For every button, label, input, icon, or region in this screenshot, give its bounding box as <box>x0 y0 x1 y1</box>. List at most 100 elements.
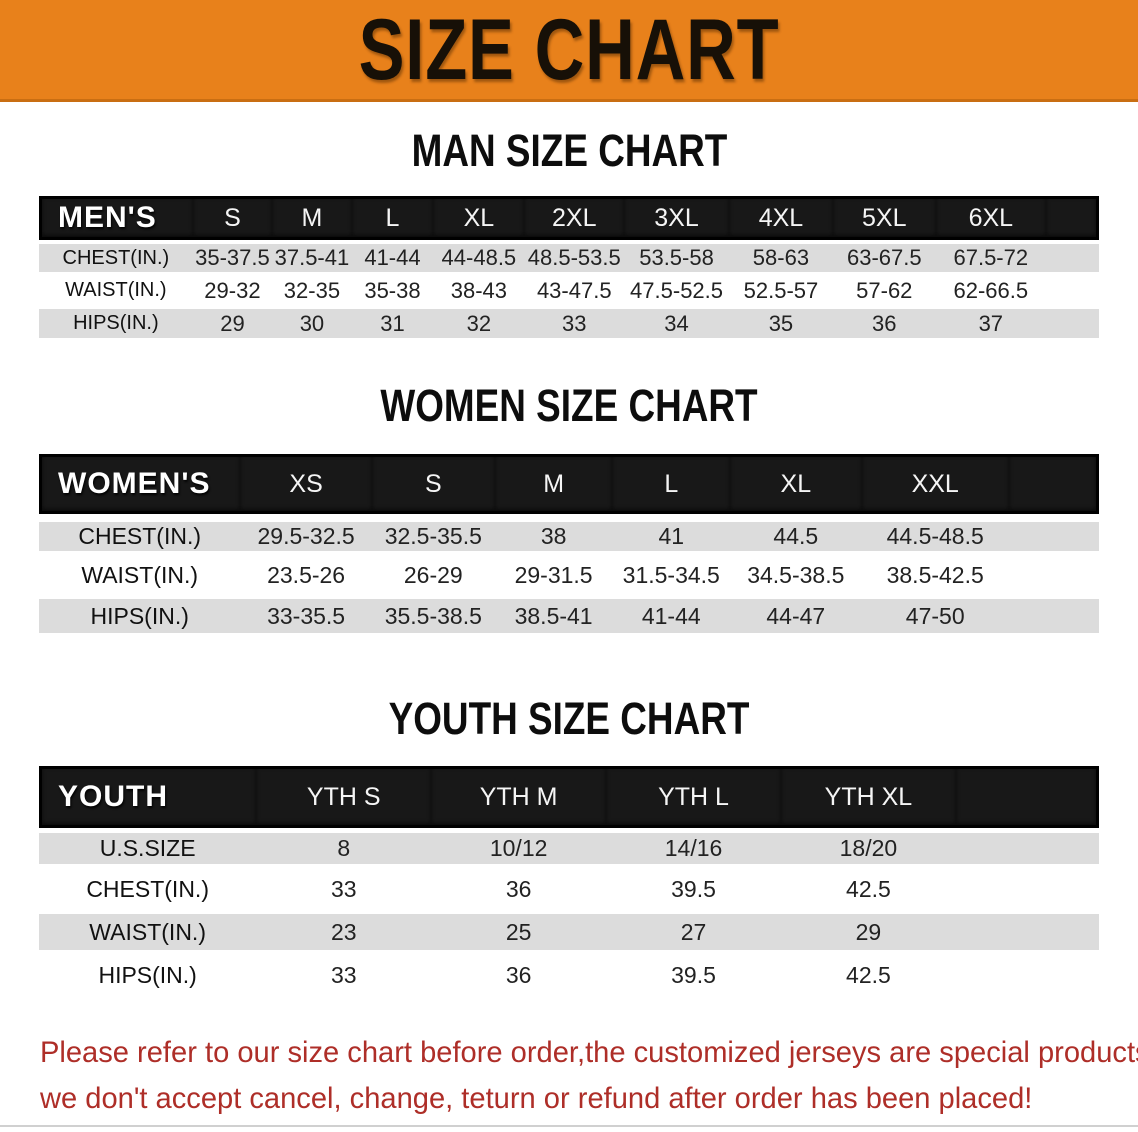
header-row: WOMEN'S XS S M L XL XXL <box>39 454 1099 514</box>
measurement-value: 23 <box>256 914 432 957</box>
measurement-row: CHEST(IN.) 29.5-32.5 32.5-35.5 38 41 44.5 44.5… <box>39 514 1099 558</box>
man-chart-title: MAN SIZE CHART <box>0 125 1138 177</box>
measurement-row: HIPS(IN.) 33-35.5 35.5-38.5 38.5-41 41-44 44-… <box>39 599 1099 640</box>
measurement-value: 14/16 <box>606 828 781 871</box>
measurement-value: 29 <box>192 309 273 342</box>
row-label: U.S.SIZE <box>39 828 257 871</box>
row-spacer <box>955 957 1099 1000</box>
measurement-row: HIPS(IN.) 33 36 39.5 42.5 <box>39 957 1099 1000</box>
row-spacer <box>955 828 1099 871</box>
measurement-value: 47-50 <box>861 599 1009 640</box>
size-column-header: 6XL <box>935 196 1046 240</box>
disclaimer-line-1: Please refer to our size chart before or… <box>40 1036 1138 1069</box>
size-column-header: YTH M <box>431 766 607 828</box>
row-spacer <box>955 871 1099 914</box>
measurement-value: 42.5 <box>780 957 956 1000</box>
measurement-value: 43-47.5 <box>524 276 625 309</box>
measurement-value: 39.5 <box>606 957 781 1000</box>
youth-size-chart-section: YOUTH SIZE CHART YOUTH YTH S YTH M YTH L YTH… <box>0 693 1138 1000</box>
row-spacer <box>1008 599 1099 640</box>
size-column-header: XS <box>240 454 372 514</box>
measurement-value: 33 <box>256 871 432 914</box>
header-spacer <box>1008 454 1099 514</box>
measurement-row: WAIST(IN.) 29-32 32-35 35-38 38-43 43-47.5 47.… <box>39 276 1099 309</box>
row-spacer <box>1045 276 1099 309</box>
measurement-value: 29-32 <box>192 276 273 309</box>
measurement-value: 38-43 <box>433 276 525 309</box>
row-label: HIPS(IN.) <box>39 309 193 342</box>
measurement-row: HIPS(IN.) 29 30 31 32 33 34 35 36 37 <box>39 309 1099 342</box>
measurement-value: 35-37.5 <box>192 240 273 276</box>
measurement-value: 38 <box>494 514 613 558</box>
measurement-value: 18/20 <box>780 828 956 871</box>
size-column-header: M <box>494 454 613 514</box>
measurement-value: 38.5-41 <box>494 599 613 640</box>
youth-size-table: YOUTH YTH S YTH M YTH L YTH XL U.S.SIZE 8 10/1… <box>39 766 1099 1000</box>
measurement-value: 44-47 <box>730 599 862 640</box>
measurement-value: 10/12 <box>431 828 607 871</box>
row-label: WAIST(IN.) <box>39 558 241 599</box>
measurement-value: 63-67.5 <box>832 240 936 276</box>
size-column-header: 5XL <box>832 196 936 240</box>
row-spacer <box>1008 514 1099 558</box>
header-spacer <box>955 766 1099 828</box>
measurement-value: 34.5-38.5 <box>730 558 862 599</box>
measurement-value: 37 <box>935 309 1046 342</box>
size-column-header: M <box>272 196 352 240</box>
measurement-value: 27 <box>606 914 781 957</box>
measurement-value: 29-31.5 <box>494 558 613 599</box>
header-row: YOUTH YTH S YTH M YTH L YTH XL <box>39 766 1099 828</box>
size-column-header: YTH L <box>606 766 781 828</box>
measurement-value: 29 <box>780 914 956 957</box>
row-spacer <box>1045 309 1099 342</box>
size-column-header: XL <box>433 196 525 240</box>
size-column-header: L <box>351 196 434 240</box>
women-size-chart-section: WOMEN SIZE CHART WOMEN'S XS S M L XL XXL CHEST… <box>0 380 1138 640</box>
bottom-edge-line <box>0 1125 1138 1127</box>
measurement-row: CHEST(IN.) 33 36 39.5 42.5 <box>39 871 1099 914</box>
measurement-value: 52.5-57 <box>729 276 833 309</box>
size-column-header: 2XL <box>524 196 625 240</box>
measurement-value: 44-48.5 <box>433 240 525 276</box>
measurement-value: 36 <box>431 871 607 914</box>
measurement-value: 44.5-48.5 <box>861 514 1009 558</box>
size-column-header: YTH S <box>256 766 432 828</box>
size-column-header: 4XL <box>729 196 833 240</box>
measurement-value: 26-29 <box>371 558 495 599</box>
table-corner-label: WOMEN'S <box>39 454 241 514</box>
youth-chart-title-text: YOUTH SIZE CHART <box>388 693 750 744</box>
women-chart-title-text: WOMEN SIZE CHART <box>380 380 758 431</box>
man-chart-title-text: MAN SIZE CHART <box>411 125 727 176</box>
measurement-value: 35 <box>729 309 833 342</box>
row-label: HIPS(IN.) <box>39 599 241 640</box>
row-label: CHEST(IN.) <box>39 514 241 558</box>
row-label: HIPS(IN.) <box>39 957 257 1000</box>
measurement-value: 30 <box>272 309 352 342</box>
measurement-row: WAIST(IN.) 23.5-26 26-29 29-31.5 31.5-34.5 34… <box>39 558 1099 599</box>
measurement-value: 35-38 <box>351 276 434 309</box>
measurement-value: 29.5-32.5 <box>240 514 372 558</box>
disclaimer: Please refer to our size chart before or… <box>40 1030 1138 1122</box>
measurement-value: 32.5-35.5 <box>371 514 495 558</box>
measurement-value: 33 <box>256 957 432 1000</box>
measurement-value: 48.5-53.5 <box>524 240 625 276</box>
measurement-value: 32 <box>433 309 525 342</box>
measurement-value: 53.5-58 <box>624 240 729 276</box>
measurement-value: 33 <box>524 309 625 342</box>
women-chart-title: WOMEN SIZE CHART <box>0 380 1138 432</box>
measurement-row: U.S.SIZE 8 10/12 14/16 18/20 <box>39 828 1099 871</box>
measurement-value: 37.5-41 <box>272 240 352 276</box>
measurement-value: 36 <box>431 957 607 1000</box>
measurement-value: 58-63 <box>729 240 833 276</box>
measurement-value: 36 <box>832 309 936 342</box>
table-corner-label: YOUTH <box>39 766 257 828</box>
row-label: WAIST(IN.) <box>39 914 257 957</box>
banner: SIZE CHART <box>0 0 1138 102</box>
disclaimer-line-2: we don't accept cancel, change, teturn o… <box>40 1082 1033 1115</box>
row-spacer <box>1045 240 1099 276</box>
page-title: SIZE CHART <box>358 1 780 98</box>
measurement-value: 8 <box>256 828 432 871</box>
women-size-table: WOMEN'S XS S M L XL XXL CHEST(IN.) 29.5-32.5 32.… <box>39 454 1099 640</box>
measurement-value: 25 <box>431 914 607 957</box>
size-column-header: 3XL <box>624 196 729 240</box>
